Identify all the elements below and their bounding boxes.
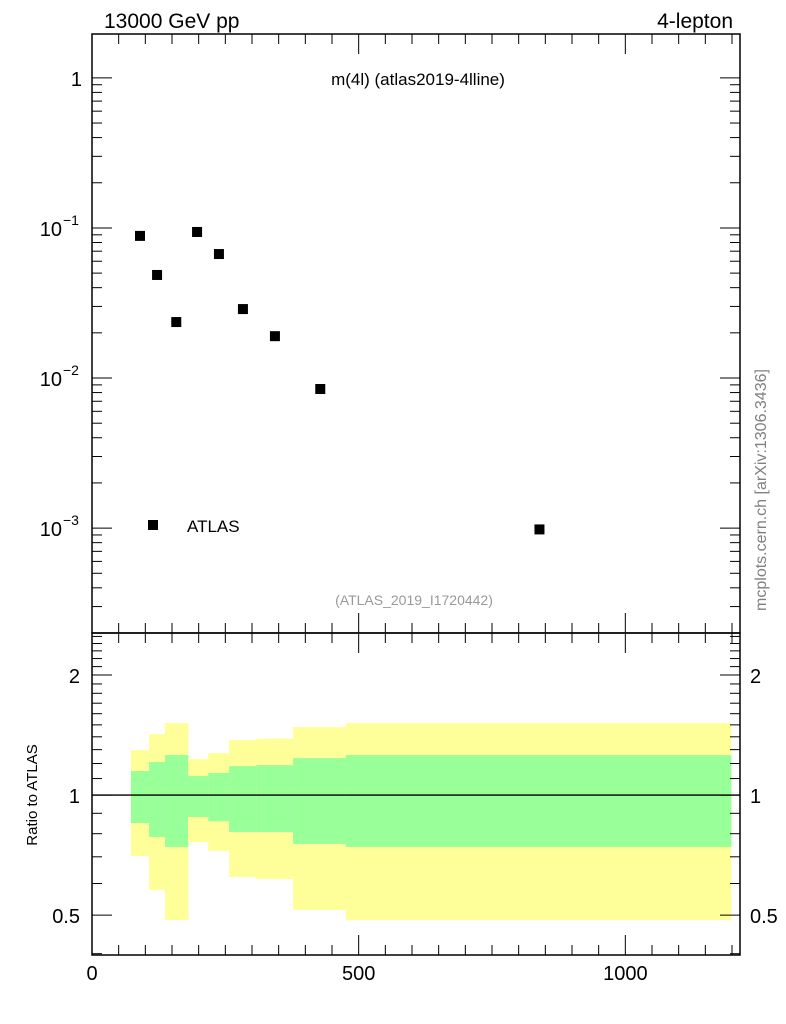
green-band-bin <box>345 755 732 847</box>
data-point <box>269 331 280 342</box>
y-tick-label: 10 <box>40 219 62 241</box>
y-tick-label: 1 <box>71 69 82 91</box>
x-tick-label: 500 <box>342 963 375 985</box>
header-left: 13000 GeV pp <box>104 10 239 33</box>
legend-marker <box>148 520 158 530</box>
ratio-y-tick-label-left: 1 <box>69 786 80 808</box>
green-band-bin <box>256 765 294 832</box>
header-right: 4-lepton <box>657 10 733 33</box>
side-label: mcplots.cern.ch [arXiv:1306.3436] <box>753 369 770 611</box>
x-tick-label: 1000 <box>603 963 648 985</box>
green-band-bin <box>130 771 150 823</box>
ratio-y-tick-label-right: 0.5 <box>750 906 778 928</box>
ratio-y-tick-label-left: 2 <box>69 666 80 688</box>
ratio-y-tick-label-right: 1 <box>750 786 761 808</box>
data-point <box>315 383 326 394</box>
ratio-bands <box>92 723 740 920</box>
main-markers <box>135 226 545 535</box>
green-band-bin <box>293 758 347 844</box>
green-band-bin <box>149 762 166 837</box>
data-point <box>192 226 203 237</box>
y-tick-exponent: −3 <box>63 512 79 528</box>
ratio-frame <box>91 632 741 956</box>
data-point <box>534 524 545 535</box>
y-tick-label: 10 <box>40 369 62 391</box>
green-band-bin <box>208 772 230 822</box>
y-tick-exponent: −1 <box>63 212 79 228</box>
green-band-bin <box>229 766 257 832</box>
green-band-bin <box>188 776 209 817</box>
data-point <box>171 317 182 328</box>
main-annotation: (ATLAS_2019_I1720442) <box>335 592 493 608</box>
main-title: m(4l) (atlas2019-4lline) <box>331 70 505 89</box>
y-tick-exponent: −2 <box>63 362 79 378</box>
ratio-y-tick-label-left: 0.5 <box>52 906 80 928</box>
main-frame <box>91 33 741 634</box>
data-point <box>135 230 145 241</box>
ratio-y-tick-label-right: 2 <box>750 666 761 688</box>
green-band-bin <box>165 755 189 847</box>
legend-label: ATLAS <box>187 517 240 536</box>
data-point <box>237 304 248 315</box>
ratio-ylabel: Ratio to ATLAS <box>24 744 41 845</box>
data-point <box>213 249 224 260</box>
x-tick-label: 0 <box>86 963 97 985</box>
y-tick-label: 10 <box>40 519 62 541</box>
data-point <box>152 269 163 280</box>
